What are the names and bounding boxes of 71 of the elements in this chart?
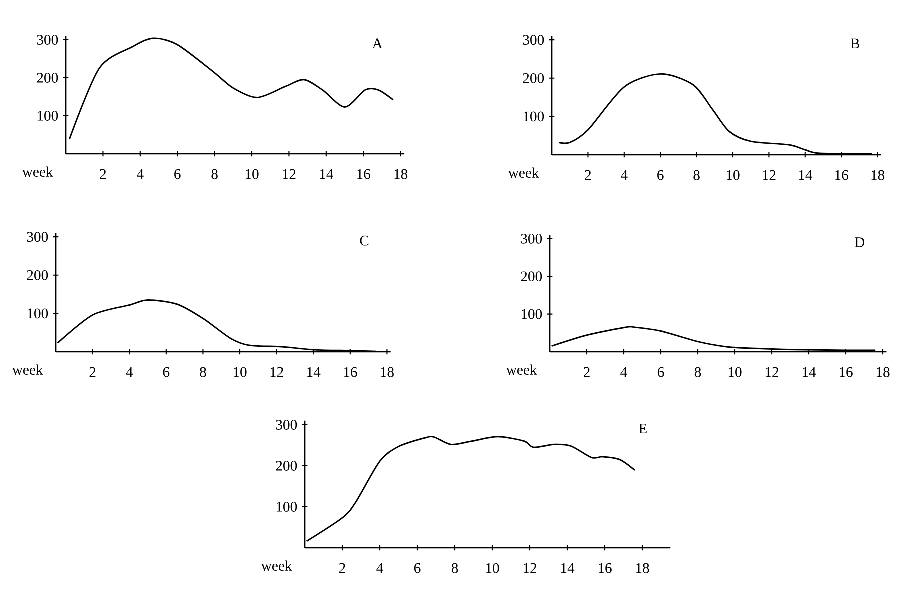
x-tick-label: 6 — [414, 563, 421, 574]
x-axis-title: week — [508, 168, 540, 178]
x-tick-label: 6 — [658, 170, 664, 180]
y-tick-label: 200 — [276, 461, 298, 471]
x-tick-label: 4 — [126, 367, 134, 378]
y-tick-label: 100 — [38, 111, 58, 121]
x-tick-label: 12 — [524, 563, 537, 574]
x-tick-label: 2 — [90, 367, 96, 378]
y-tick-label: 200 — [37, 73, 58, 83]
y-tick-label: 100 — [522, 309, 542, 320]
x-axis-title: week — [12, 364, 44, 376]
x-axis-title: week — [506, 364, 538, 376]
x-tick-label: 18 — [876, 367, 890, 378]
chart-title: B — [850, 38, 860, 49]
x-tick-label: 14 — [799, 170, 813, 180]
x-tick-label: 18 — [636, 563, 650, 574]
x-tick-label: 14 — [308, 367, 321, 378]
x-tick-label: 16 — [344, 367, 358, 378]
y-tick-label: 300 — [521, 234, 542, 244]
x-axis-title: week — [22, 166, 54, 178]
x-tick-label: 2 — [584, 367, 590, 378]
x-tick-label: 14 — [802, 367, 816, 378]
x-tick-label: 2 — [100, 169, 106, 180]
chart-title: E — [639, 424, 647, 434]
x-tick-label: 8 — [452, 563, 458, 574]
x-tick-label: 14 — [561, 563, 575, 574]
x-tick-label: 2 — [585, 170, 592, 180]
x-tick-label: 12 — [766, 367, 779, 378]
x-tick-label: 4 — [621, 170, 628, 180]
chart-title: C — [360, 236, 369, 246]
y-tick-label: 200 — [521, 272, 542, 282]
y-tick-label: 300 — [27, 232, 48, 242]
x-tick-label: 14 — [320, 169, 334, 180]
x-tick-label: 8 — [200, 367, 206, 378]
x-tick-label: 18 — [872, 170, 885, 180]
y-tick-label: 300 — [523, 35, 544, 46]
x-tick-label: 10 — [486, 563, 500, 574]
y-tick-label: 100 — [524, 112, 544, 122]
y-tick-label: 200 — [523, 73, 544, 84]
x-tick-label: 12 — [763, 170, 776, 180]
x-axis-title: week — [261, 560, 292, 572]
chart-title: D — [854, 238, 865, 248]
x-tick-label: 16 — [836, 170, 848, 180]
x-tick-label: 12 — [270, 367, 284, 378]
x-tick-label: 12 — [283, 169, 296, 180]
x-tick-label: 8 — [694, 367, 702, 378]
x-tick-label: 4 — [620, 367, 628, 378]
y-tick-label: 300 — [276, 420, 298, 430]
x-tick-label: 2 — [339, 563, 346, 574]
y-tick-label: 300 — [37, 35, 58, 45]
x-tick-label: 10 — [234, 367, 247, 378]
x-tick-label: 4 — [137, 169, 144, 180]
y-tick-label: 200 — [27, 270, 48, 280]
x-tick-label: 18 — [381, 367, 394, 378]
x-tick-label: 16 — [840, 367, 853, 378]
chart-title: A — [372, 38, 383, 48]
x-tick-label: 4 — [376, 563, 384, 574]
x-tick-label: 8 — [694, 170, 700, 180]
x-tick-label: 10 — [728, 367, 742, 378]
y-tick-label: 100 — [276, 502, 298, 512]
line-series — [68, 38, 394, 140]
x-tick-label: 18 — [394, 169, 408, 180]
x-tick-label: 16 — [358, 169, 371, 180]
x-tick-label: 16 — [598, 563, 612, 574]
y-tick-label: 100 — [28, 308, 48, 319]
x-tick-label: 6 — [163, 367, 170, 378]
x-tick-label: 10 — [726, 170, 740, 180]
x-tick-label: 6 — [658, 367, 664, 378]
x-tick-label: 6 — [174, 169, 181, 180]
x-tick-label: 8 — [212, 169, 218, 180]
x-tick-label: 10 — [246, 169, 259, 180]
